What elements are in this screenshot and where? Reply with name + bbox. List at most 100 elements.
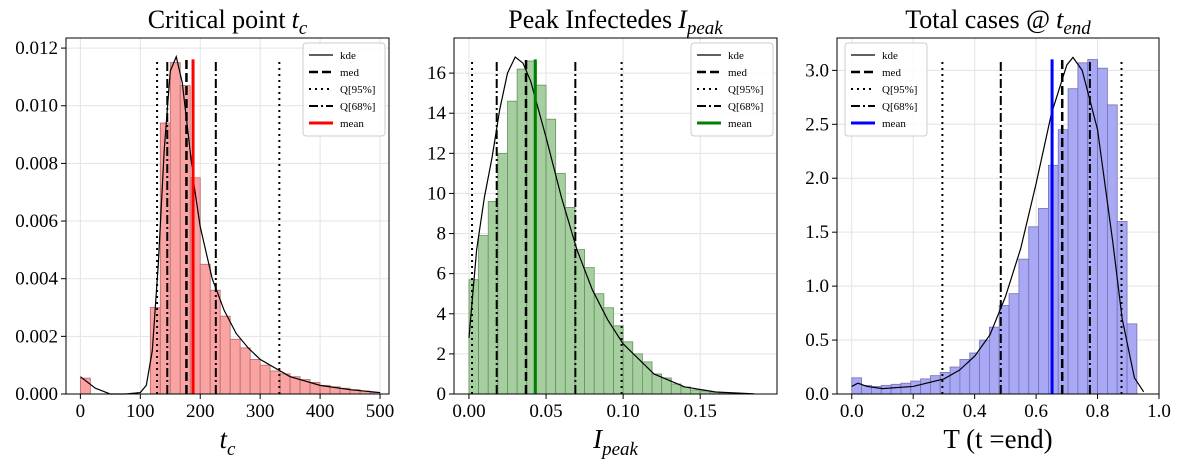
bar — [890, 383, 902, 395]
legend-label: Q[95%] — [728, 84, 763, 96]
x-tick-label: 100 — [126, 401, 155, 422]
x-tick-label: 0.05 — [529, 401, 562, 422]
x-label-subscript: c — [227, 439, 236, 460]
bar — [622, 341, 634, 395]
bar — [1018, 258, 1030, 395]
bar — [900, 382, 912, 395]
y-tick-label: 2 — [437, 344, 447, 365]
legend-label: kde — [340, 50, 356, 62]
y-tick-label: 8 — [437, 224, 447, 245]
panel: 0.00 0.05 0.10 0.15 0 2 4 6 8 10 12 14 16 Peak Infect… — [427, 5, 778, 460]
chart-title: Critical point tc — [148, 5, 308, 39]
legend-label: Q[95%] — [340, 84, 375, 96]
x-label-subscript: peak — [600, 439, 638, 460]
title-text: Critical point — [148, 5, 287, 34]
title-subscript: peak — [685, 18, 723, 39]
legend-box — [302, 42, 386, 137]
bar — [507, 100, 518, 395]
x-tick-label: 0 — [76, 401, 86, 422]
x-axis-label: tc — [220, 424, 237, 460]
y-tick-label: 0.006 — [15, 211, 58, 232]
legend-box — [844, 42, 928, 137]
x-label-text: T (t =end) — [943, 424, 1052, 454]
bar — [1126, 323, 1138, 395]
legend-box — [690, 42, 774, 137]
axes-frame — [836, 37, 1160, 395]
y-tick-label: 0.002 — [15, 326, 58, 347]
legend-label: mean — [882, 118, 906, 130]
bar — [1067, 88, 1079, 395]
y-tick-label: 0.5 — [805, 330, 829, 351]
bar — [920, 378, 931, 395]
title-symbol: t — [292, 5, 300, 34]
y-tick-label: 16 — [427, 63, 446, 84]
bar — [219, 315, 231, 395]
bar — [159, 122, 171, 395]
bar — [229, 338, 241, 395]
y-tick-label: 1.5 — [805, 222, 829, 243]
legend-label: Q[95%] — [882, 84, 917, 96]
title-symbol: I — [677, 5, 688, 34]
legend-label: kde — [728, 50, 744, 62]
x-tick-label: 0.15 — [684, 401, 717, 422]
panel: 0.0 0.2 0.4 0.6 0.8 1.0 0.0 0.5 1.0 1.5 2.0 2.5 3.0 T… — [805, 5, 1171, 454]
y-tick-label: 0.008 — [15, 153, 58, 174]
axes-frame — [65, 37, 390, 395]
y-tick-label: 12 — [427, 143, 446, 164]
kde-line — [80, 54, 381, 395]
bar — [1106, 104, 1118, 395]
y-tick-label: 2.5 — [805, 114, 829, 135]
y-tick-label: 4 — [437, 304, 447, 325]
y-tick-label: 2.0 — [805, 168, 829, 189]
x-axis-label: Ipeak — [592, 424, 638, 460]
y-tick-label: 14 — [427, 103, 447, 124]
bar — [910, 380, 921, 395]
bar — [988, 326, 1000, 395]
bar — [497, 152, 508, 395]
x-axis-label: T (t =end) — [943, 424, 1052, 454]
kde-line — [468, 56, 755, 395]
legend-label: Q[68%] — [340, 101, 375, 113]
bar — [468, 279, 479, 395]
bar — [249, 359, 261, 395]
legend-label: med — [882, 67, 901, 79]
x-label-text: t — [220, 424, 229, 454]
x-tick-label: 0.4 — [963, 401, 987, 422]
bar — [169, 62, 181, 395]
legend-label: Q[68%] — [882, 101, 917, 113]
x-tick-label: 300 — [246, 401, 275, 422]
bar — [880, 384, 892, 395]
y-tick-label: 1.0 — [805, 276, 829, 297]
legend-label: Q[68%] — [728, 101, 763, 113]
bar — [670, 383, 682, 395]
x-tick-label: 500 — [366, 401, 395, 422]
y-tick-label: 0.000 — [15, 384, 58, 405]
x-tick-label: 0.0 — [840, 401, 864, 422]
bar — [1077, 62, 1089, 395]
bar — [239, 347, 251, 395]
chart-title: Total cases @ tend — [905, 5, 1091, 39]
x-tick-label: 0.00 — [452, 401, 485, 422]
chart-title: Peak Infectedes Ipeak — [508, 5, 723, 39]
y-tick-label: 0.012 — [15, 38, 58, 59]
legend-label: mean — [340, 118, 364, 130]
x-tick-label: 1.0 — [1147, 401, 1171, 422]
bar — [584, 267, 595, 395]
bar — [930, 375, 941, 395]
bar — [574, 249, 585, 395]
title-symbol: t — [1056, 5, 1064, 34]
bar — [1028, 226, 1039, 395]
x-tick-label: 200 — [186, 401, 215, 422]
y-tick-label: 0.004 — [15, 269, 58, 290]
bar — [564, 207, 576, 395]
legend-label: mean — [728, 118, 752, 130]
bar — [690, 389, 701, 395]
bar — [1038, 208, 1049, 395]
title-text: Total cases @ — [905, 5, 1050, 34]
y-tick-label: 3.0 — [805, 60, 829, 81]
x-tick-label: 0.6 — [1024, 401, 1048, 422]
bar — [259, 364, 271, 395]
x-tick-label: 400 — [306, 401, 335, 422]
title-subscript: c — [299, 18, 308, 39]
